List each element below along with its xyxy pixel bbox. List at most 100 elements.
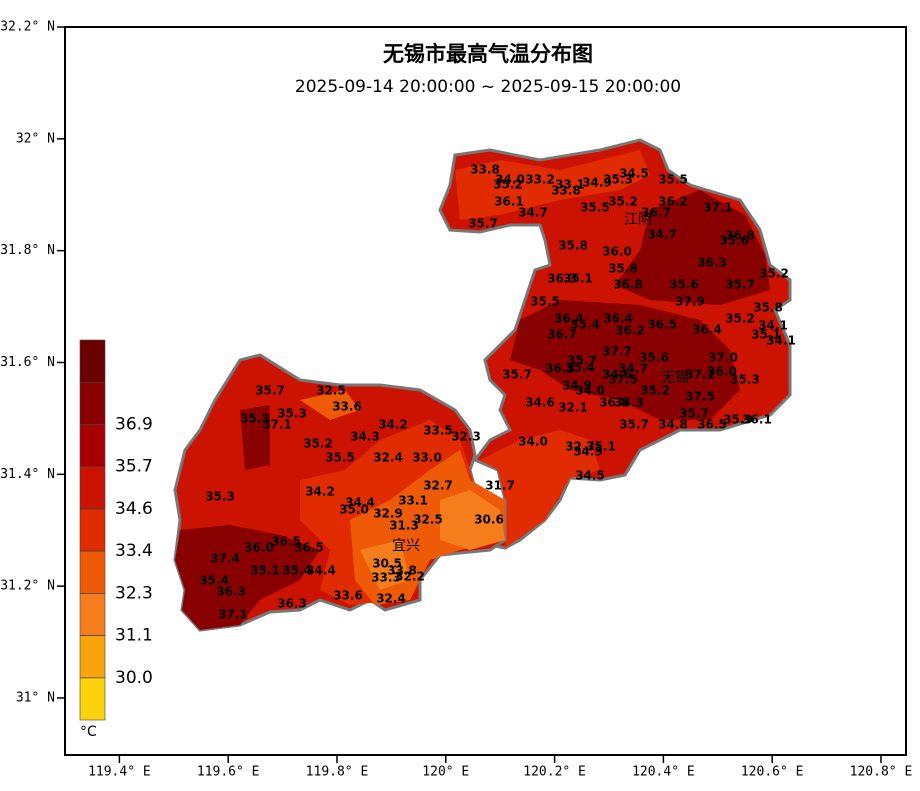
station-value: 37.5 — [685, 390, 715, 404]
station-value: 35.5 — [658, 173, 688, 187]
station-value: 34.0 — [518, 435, 548, 449]
station-value: 35.1 — [586, 440, 616, 454]
colorbar-label: 34.6 — [115, 499, 153, 519]
place-label: 宜兴 — [392, 538, 420, 554]
station-value: 35.3 — [277, 407, 307, 421]
station-value: 35.8 — [558, 239, 588, 253]
station-value: 31.7 — [485, 479, 515, 493]
station-value: 33.3 — [371, 571, 401, 585]
station-value: 35.5 — [580, 201, 610, 215]
station-value: 35.8 — [753, 301, 783, 315]
station-value: 35.4 — [565, 361, 595, 375]
station-value: 37.1 — [685, 368, 715, 382]
region-west-cool — [360, 490, 505, 590]
x-tick-label: 119.6° E — [197, 765, 260, 780]
station-value: 37.9 — [675, 295, 705, 309]
station-value: 34.5 — [575, 469, 605, 483]
station-value: 34.6 — [525, 396, 555, 410]
station-value: 36.5 — [294, 541, 324, 555]
y-tick-label: 31.6° N — [0, 355, 55, 370]
station-value: 32.4 — [373, 451, 403, 465]
station-value: 34.0 — [495, 173, 525, 187]
station-value: 33.6 — [333, 589, 363, 603]
colorbar-unit: °C — [80, 724, 97, 740]
station-value: 36.3 — [216, 585, 246, 599]
station-value: 34.9 — [582, 176, 612, 190]
x-tick-label: 120.8° E — [850, 765, 913, 780]
station-value: 33.6 — [332, 400, 362, 414]
station-value: 35.5 — [325, 451, 355, 465]
colorbar-label: 36.9 — [115, 414, 153, 434]
station-value: 34.1 — [766, 334, 796, 348]
colorbar-box — [79, 593, 106, 636]
region-east-cool — [455, 150, 650, 548]
station-value: 35.7 — [255, 384, 285, 398]
station-value: 35.1 — [563, 272, 593, 286]
place-label: 江阴 — [624, 212, 652, 228]
x-tick-label: 120.4° E — [632, 765, 695, 780]
station-value: 35.7 — [725, 278, 755, 292]
station-value: 36.5 — [697, 418, 727, 432]
station-value: 35.3 — [205, 490, 235, 504]
station-value: 35.2 — [493, 178, 523, 192]
station-value: 35.7 — [567, 354, 597, 368]
station-value: 33.2 — [525, 173, 555, 187]
station-value: 36.8 — [725, 229, 755, 243]
station-value: 36.7 — [641, 206, 671, 220]
station-value: 37.1 — [262, 418, 292, 432]
station-value: 35.3 — [730, 373, 760, 387]
station-value: 36.3 — [547, 272, 577, 286]
station-value: 35.4 — [282, 564, 312, 578]
colorbar-label: 33.4 — [115, 541, 153, 561]
x-tick-label: 119.8° E — [306, 765, 369, 780]
station-value: 34.4 — [345, 496, 375, 510]
station-value: 32.7 — [565, 440, 595, 454]
x-tick-label: 120.6° E — [741, 765, 804, 780]
station-value: 36.0 — [602, 245, 632, 259]
colorbar-label: 35.7 — [115, 457, 153, 477]
station-value: 35.7 — [468, 217, 498, 231]
region-east-hot — [510, 190, 770, 420]
y-tick-label: 31° N — [16, 690, 55, 705]
station-value: 31.3 — [389, 519, 419, 533]
station-value: 37.7 — [602, 345, 632, 359]
station-value: 36.1 — [494, 195, 524, 209]
station-value: 34.2 — [378, 418, 408, 432]
station-value: 34.3 — [614, 396, 644, 410]
station-value: 32.4 — [376, 592, 406, 606]
station-value: 32.2 — [395, 570, 425, 584]
station-value: 34.1 — [758, 319, 788, 333]
station-value: 34.9 — [562, 379, 592, 393]
station-value: 33.1 — [398, 494, 428, 508]
station-value: 32.7 — [423, 479, 453, 493]
y-tick-label: 31.4° N — [0, 467, 55, 482]
station-value: 35.3 — [240, 412, 270, 426]
station-value: 30.6 — [474, 513, 504, 527]
station-value: 33.8 — [470, 163, 500, 177]
station-value: 35.9 — [723, 413, 753, 427]
colorbar-label: 31.1 — [115, 626, 153, 646]
colorbar-label: 32.3 — [115, 583, 153, 603]
station-value: 37.5 — [608, 373, 638, 387]
station-value: 36.2 — [658, 195, 688, 209]
station-value: 35.4 — [199, 574, 229, 588]
station-value: 33.1 — [555, 178, 585, 192]
station-value: 37.1 — [703, 201, 733, 215]
station-value: 35.6 — [669, 278, 699, 292]
station-value: 36.8 — [613, 278, 643, 292]
station-value: 34.7 — [618, 362, 648, 376]
station-value: 35.8 — [608, 262, 638, 276]
station-value: 32.5 — [413, 513, 443, 527]
station-value: 34.4 — [306, 564, 336, 578]
station-value: 35.6 — [639, 351, 669, 365]
station-value: 33.5 — [423, 424, 453, 438]
colorbar-label: 30.0 — [115, 668, 153, 688]
station-value: 35.0 — [339, 503, 369, 517]
station-value: 34.7 — [518, 206, 548, 220]
station-value: 36.1 — [742, 413, 772, 427]
station-value: 32.9 — [373, 507, 403, 521]
station-value: 35.7 — [502, 368, 532, 382]
station-value: 34.7 — [647, 228, 677, 242]
colorbar: 30.0 31.1 32.3 33.4 34.6 35.7 36.9 — [79, 339, 153, 721]
station-value: 36.4 — [554, 312, 584, 326]
